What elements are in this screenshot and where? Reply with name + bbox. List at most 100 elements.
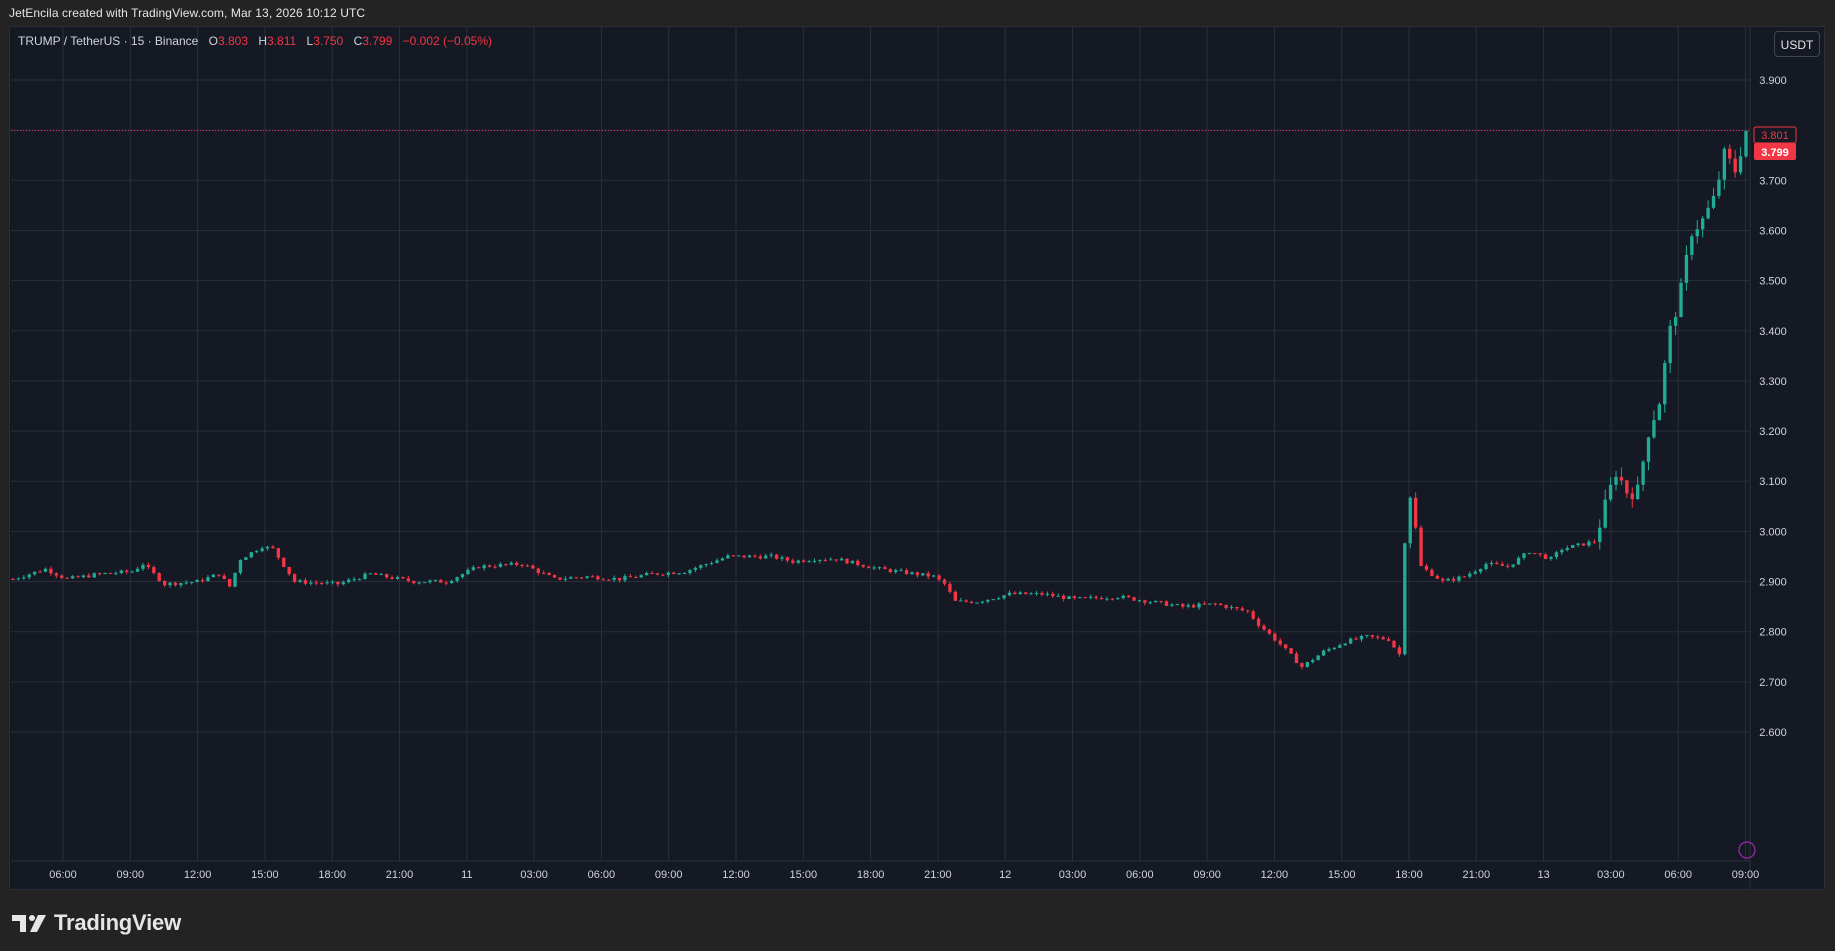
candle-body xyxy=(1354,638,1358,640)
candle-body xyxy=(639,575,643,578)
time-axis: 06:00 09:00 12:00 15:00 18:00 21:00 11 03:00 06:… xyxy=(49,869,1759,881)
candle-body xyxy=(1381,637,1385,640)
candle-body xyxy=(444,582,448,584)
candle-body xyxy=(980,601,985,603)
candle-body xyxy=(1051,593,1055,597)
candle-body xyxy=(70,576,75,579)
candle-body xyxy=(1110,598,1115,600)
candle-body xyxy=(1294,653,1299,664)
candle-body xyxy=(1007,592,1012,596)
candle-body xyxy=(661,574,665,576)
candle-body xyxy=(152,567,156,574)
candle-body xyxy=(666,572,670,575)
candle-body xyxy=(65,577,69,579)
candle-body xyxy=(1673,317,1678,326)
candle-body xyxy=(1240,608,1245,611)
candle-body xyxy=(1083,597,1087,599)
candle-body xyxy=(211,574,216,578)
candle-body xyxy=(812,560,817,562)
candle-body xyxy=(1213,603,1217,605)
candle-body xyxy=(292,574,297,582)
candle-body xyxy=(536,568,540,573)
candle-body xyxy=(796,560,800,563)
candle-body xyxy=(1132,597,1136,601)
candle-body xyxy=(1522,553,1526,558)
time-tick-label: 12 xyxy=(999,869,1011,881)
price-tick-label: 3.600 xyxy=(1759,225,1787,237)
candlestick-chart[interactable]: 3.9003.8003.7003.6003.5003.4003.3003.200… xyxy=(11,27,1824,889)
candle-body xyxy=(802,560,806,562)
candle-body xyxy=(1608,484,1613,500)
time-tick-label: 12:00 xyxy=(1261,869,1289,881)
candle-body xyxy=(1598,527,1602,543)
candle-body xyxy=(1468,573,1472,577)
candle-body xyxy=(758,556,763,559)
candle-body xyxy=(265,546,270,549)
candle-body xyxy=(623,576,627,581)
candle-body xyxy=(125,570,129,572)
grid-lines xyxy=(11,27,1750,861)
chart-panel xyxy=(9,26,1825,890)
candle-body xyxy=(1186,605,1190,607)
candle-body xyxy=(162,580,167,586)
candle-body xyxy=(287,566,291,575)
candle-body xyxy=(390,577,394,579)
time-tick-label: 03:00 xyxy=(1597,869,1625,881)
candle-body xyxy=(601,579,605,581)
candle-body xyxy=(1576,543,1580,546)
candle-body xyxy=(915,572,920,576)
candle-body xyxy=(433,579,438,581)
candle-body xyxy=(644,573,649,576)
time-tick-label: 06:00 xyxy=(1664,869,1692,881)
currency-button[interactable]: USDT xyxy=(1774,31,1820,57)
candle-body xyxy=(1473,571,1477,574)
candle-body xyxy=(585,576,589,578)
candle-body xyxy=(1571,545,1575,548)
candle-body xyxy=(1413,497,1418,528)
candle-body xyxy=(1116,598,1120,600)
price-label-prev: 3.801 xyxy=(1753,126,1797,144)
candle-body xyxy=(1002,595,1006,599)
candle-body xyxy=(1489,562,1494,565)
tradingview-logo[interactable]: TradingView xyxy=(12,910,181,936)
candle-body xyxy=(964,600,968,602)
candle-body xyxy=(1738,156,1743,173)
candle-body xyxy=(628,576,633,578)
candle-body xyxy=(1424,565,1429,570)
candle-body xyxy=(412,580,416,584)
candle-body xyxy=(1690,236,1694,255)
candle-body xyxy=(406,578,411,581)
candle-body xyxy=(1154,600,1158,603)
candle-body xyxy=(1728,148,1732,159)
candle-body xyxy=(785,557,790,561)
candle-body xyxy=(704,564,708,566)
candle-body xyxy=(542,572,546,574)
candle-body xyxy=(1208,603,1212,605)
candle-body xyxy=(769,554,773,556)
candle-body xyxy=(1543,554,1548,559)
candle-body xyxy=(1175,604,1180,606)
open-label: O xyxy=(208,34,218,48)
candle-body xyxy=(1283,644,1288,649)
candle-body xyxy=(1246,610,1250,612)
candle-body xyxy=(1332,647,1337,650)
time-tick-label: 06:00 xyxy=(49,869,77,881)
candle-body xyxy=(238,560,243,573)
time-tick-label: 18:00 xyxy=(318,869,346,881)
event-marker-icon[interactable] xyxy=(1738,841,1756,859)
candle-body xyxy=(38,571,42,573)
high-value: 3.811 xyxy=(267,34,297,48)
candle-body xyxy=(888,569,893,572)
candle-body xyxy=(439,579,443,583)
candle-body xyxy=(1744,130,1748,157)
candle-body xyxy=(43,568,48,572)
time-tick-label: 13 xyxy=(1537,869,1549,881)
candle-body xyxy=(655,573,660,575)
candle-body xyxy=(1625,480,1629,494)
candle-body xyxy=(482,565,486,569)
candle-body xyxy=(1630,493,1634,500)
candle-body xyxy=(1202,603,1207,605)
price-tick-label: 3.000 xyxy=(1759,526,1787,538)
candle-body xyxy=(1289,648,1293,654)
candle-body xyxy=(1614,476,1618,485)
